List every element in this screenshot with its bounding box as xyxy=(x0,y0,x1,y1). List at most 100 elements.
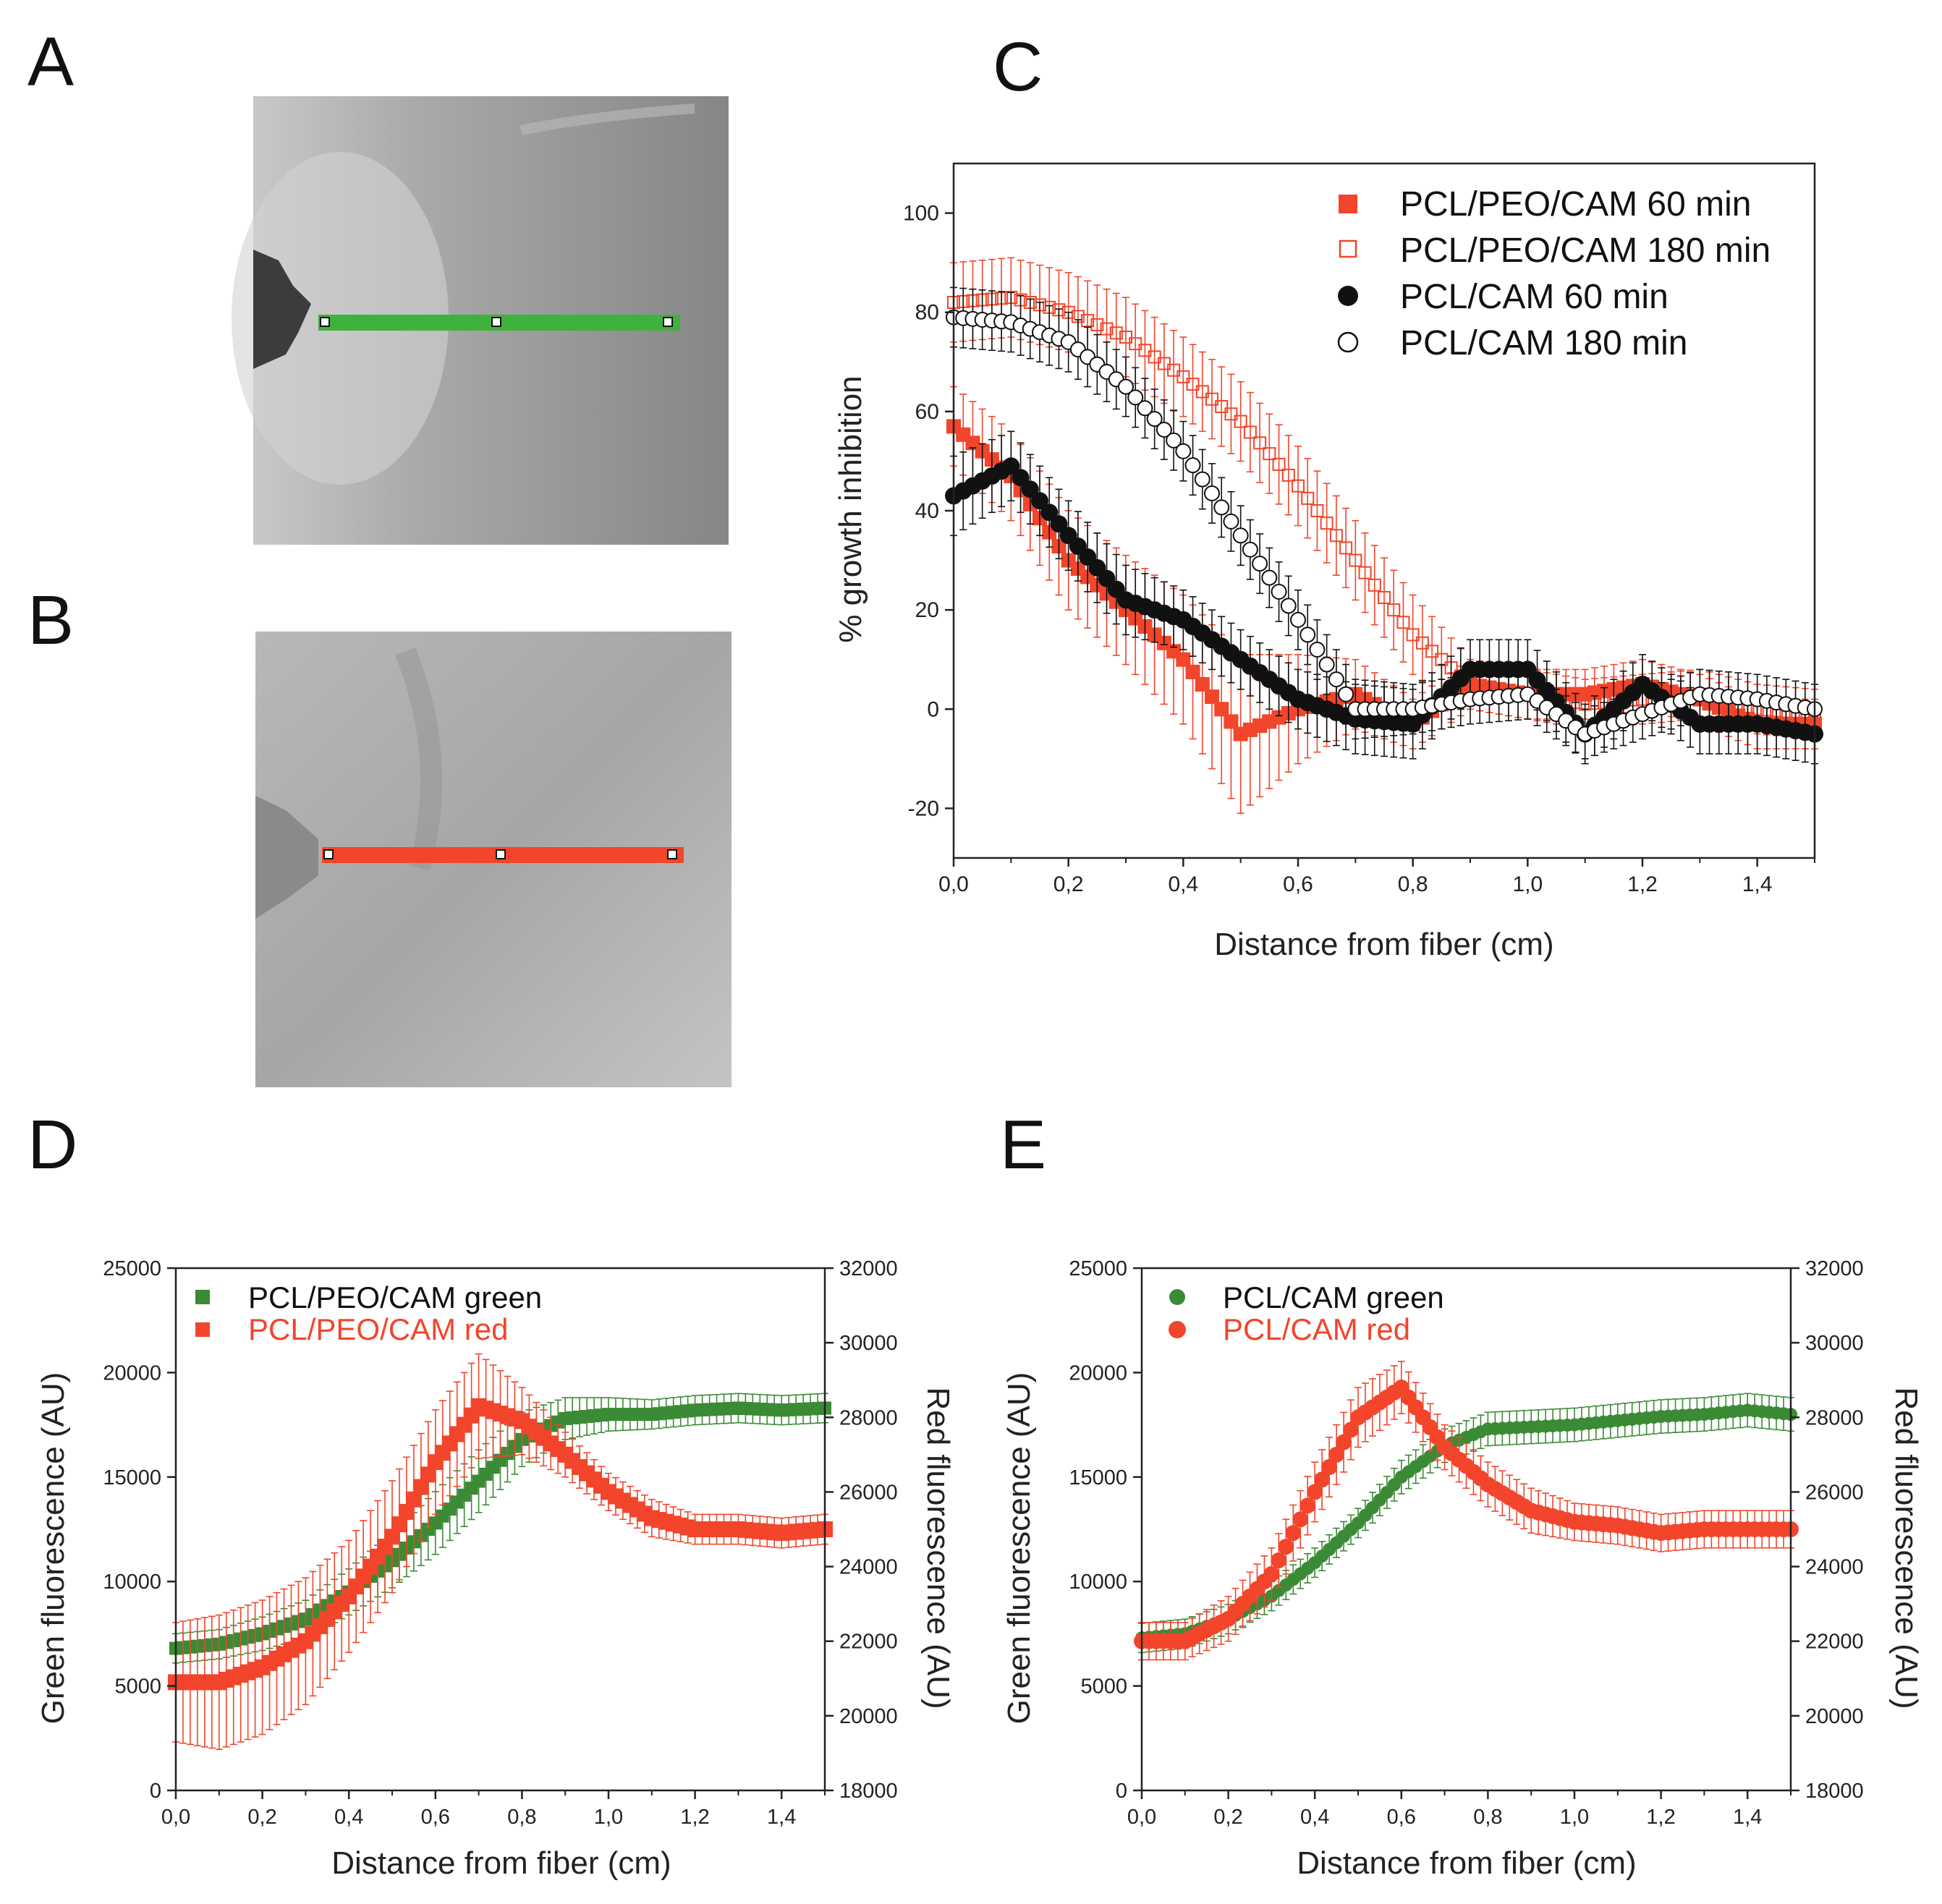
legend-label: PCL/CAM 180 min xyxy=(1400,324,1687,362)
x-axis-label: Distance from fiber (cm) xyxy=(1214,927,1553,962)
legend-marker xyxy=(1338,286,1358,306)
data-point xyxy=(1215,400,1229,413)
x-tick-label: 1,4 xyxy=(767,1806,796,1829)
y-tick-label: 15000 xyxy=(103,1466,161,1489)
data-point xyxy=(1314,1471,1331,1488)
x-tick-label: 1,0 xyxy=(1512,872,1543,896)
x-tick-label: 1,0 xyxy=(1560,1806,1589,1829)
data-point xyxy=(1299,1497,1316,1514)
data-point xyxy=(1292,479,1305,493)
x-tick-label: 0,4 xyxy=(1168,872,1198,896)
x-tick-label: 1,2 xyxy=(1646,1806,1675,1829)
data-point xyxy=(1292,1511,1309,1528)
y-axis-label: % growth inhibition xyxy=(833,375,868,642)
data-point xyxy=(1368,578,1381,592)
x-tick-label: 0,2 xyxy=(1053,872,1084,896)
x-tick-label: 0,6 xyxy=(1283,872,1313,896)
data-point xyxy=(1176,370,1190,383)
legend-label: PCL/CAM red xyxy=(1223,1312,1410,1346)
x-tick-label: 0,0 xyxy=(161,1806,190,1829)
data-point xyxy=(1195,385,1209,399)
data-point xyxy=(1358,566,1372,579)
data-point xyxy=(384,1529,400,1545)
data-point xyxy=(1329,529,1343,543)
data-point xyxy=(1213,499,1230,516)
y-tick-label: 28000 xyxy=(839,1406,898,1429)
data-point xyxy=(1339,541,1353,555)
x-tick-label: 0,4 xyxy=(1300,1806,1329,1829)
data-point xyxy=(1119,331,1132,344)
x-tick-label: 0,6 xyxy=(1387,1806,1416,1829)
data-point xyxy=(1012,469,1030,487)
x-tick-label: 0,2 xyxy=(1213,1806,1242,1829)
data-point xyxy=(420,1466,436,1483)
data-point xyxy=(1343,1421,1360,1438)
data-point xyxy=(1194,471,1210,488)
y-tick-label: 10000 xyxy=(103,1571,161,1594)
data-point xyxy=(1243,425,1257,439)
y-tick-label: 25000 xyxy=(103,1257,161,1280)
data-point xyxy=(1167,363,1181,377)
y-tick-label: 24000 xyxy=(839,1556,898,1579)
x-tick-label: 1,4 xyxy=(1733,1806,1762,1829)
y-tick-label: 22000 xyxy=(1805,1631,1864,1654)
y-tick-label: 30000 xyxy=(839,1332,898,1355)
data-point xyxy=(391,1516,407,1533)
data-point xyxy=(1205,392,1218,406)
y-tick-label: 20 xyxy=(915,598,939,622)
y-tick-label: 32000 xyxy=(839,1257,898,1280)
data-point xyxy=(1100,322,1114,336)
data-point xyxy=(1109,326,1123,340)
data-point xyxy=(1318,656,1335,673)
legend-marker xyxy=(195,1322,210,1337)
data-point xyxy=(1336,1434,1352,1450)
data-point xyxy=(1310,504,1324,517)
x-tick-label: 0,8 xyxy=(507,1806,536,1829)
data-point xyxy=(1328,1446,1345,1463)
data-point xyxy=(1176,652,1191,667)
x-tick-label: 0,6 xyxy=(421,1806,450,1829)
data-point xyxy=(1156,422,1172,438)
y-axis-label: Green fluorescence (AU) xyxy=(35,1372,71,1725)
plot-frame xyxy=(1140,1267,1792,1792)
data-point xyxy=(1185,664,1200,679)
x-tick-label: 0,4 xyxy=(334,1806,363,1829)
data-point xyxy=(1021,480,1039,498)
x-tick-label: 0,8 xyxy=(1398,872,1428,896)
y-tick-label: 15000 xyxy=(1069,1466,1127,1489)
x-tick-label: 1,2 xyxy=(680,1806,709,1829)
y-tick-label: 40 xyxy=(915,499,939,523)
data-point xyxy=(1301,491,1315,505)
y-tick-label: 100 xyxy=(903,202,939,226)
panel-label-a: A xyxy=(27,23,74,101)
legend-label: PCL/PEO/CAM 180 min xyxy=(1400,231,1771,270)
y-axis-label: Green fluorescence (AU) xyxy=(1001,1372,1037,1725)
data-point xyxy=(1320,517,1333,530)
x-tick-label: 1,0 xyxy=(594,1806,623,1829)
legend-marker xyxy=(1169,1289,1185,1305)
data-point xyxy=(1205,689,1219,705)
y-tick-label: 26000 xyxy=(839,1481,898,1504)
profile-handle xyxy=(320,317,330,327)
data-point xyxy=(412,1479,429,1495)
y-tick-label: 20000 xyxy=(1805,1705,1864,1728)
y-tick-label: 80 xyxy=(915,301,939,325)
y-tick-label: 20000 xyxy=(1069,1361,1127,1385)
data-point xyxy=(1290,611,1306,628)
y-axis-right-label: Red fluorescence (AU) xyxy=(920,1387,956,1709)
panel-label-c: C xyxy=(993,28,1043,106)
y-tick-label: 5000 xyxy=(114,1675,161,1699)
data-point xyxy=(1157,357,1171,370)
x-tick-label: 0,0 xyxy=(1127,1806,1156,1829)
x-axis-label: Distance from fiber (cm) xyxy=(1297,1845,1636,1881)
profile-handle xyxy=(667,849,677,859)
y-tick-label: 28000 xyxy=(1805,1406,1864,1429)
x-tick-label: 1,4 xyxy=(1742,872,1773,896)
data-point xyxy=(1328,671,1344,688)
data-point xyxy=(1396,616,1410,629)
data-point xyxy=(1321,1459,1338,1476)
y-tick-label: 30000 xyxy=(1805,1332,1864,1355)
y-tick-label: 32000 xyxy=(1805,1257,1864,1280)
data-point xyxy=(1285,1525,1302,1542)
data-point xyxy=(1378,591,1391,604)
